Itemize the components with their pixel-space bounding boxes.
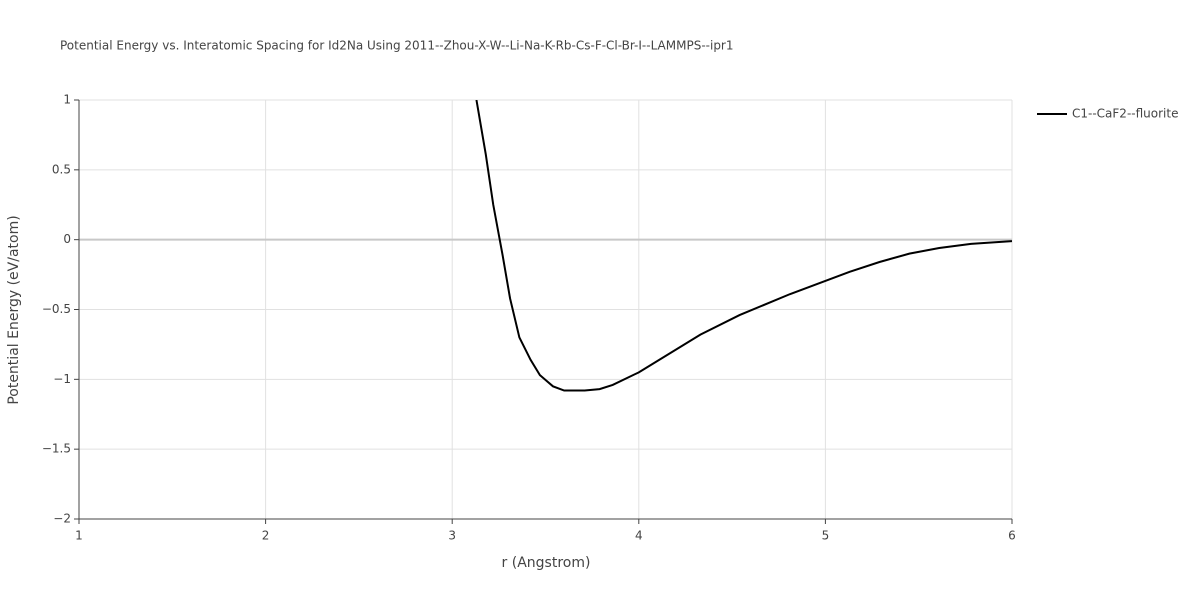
x-tick-label: 1 [75,529,83,543]
y-tick-label: −1 [53,372,71,386]
x-tick-label: 6 [1008,529,1016,543]
x-tick-label: 3 [448,529,456,543]
y-tick-label: 0.5 [52,162,71,176]
y-tick-label: −2 [53,512,71,526]
x-tick-label: 4 [635,529,643,543]
legend-label: C1--CaF2--fluorite [1072,107,1178,121]
x-axis-label: r (Angstrom) [502,555,591,571]
x-tick-label: 2 [262,529,270,543]
x-tick-label: 5 [822,529,830,543]
line-series [475,100,1012,392]
y-tick-label: 1 [63,93,71,107]
chart-title: Potential Energy vs. Interatomic Spacing… [60,39,734,53]
y-tick-label: −0.5 [42,302,71,316]
plot-area [475,100,1012,392]
y-tick-label: −1.5 [42,442,71,456]
y-axis-label: Potential Energy (eV/atom) [6,215,22,404]
y-tick-label: 0 [63,232,71,246]
